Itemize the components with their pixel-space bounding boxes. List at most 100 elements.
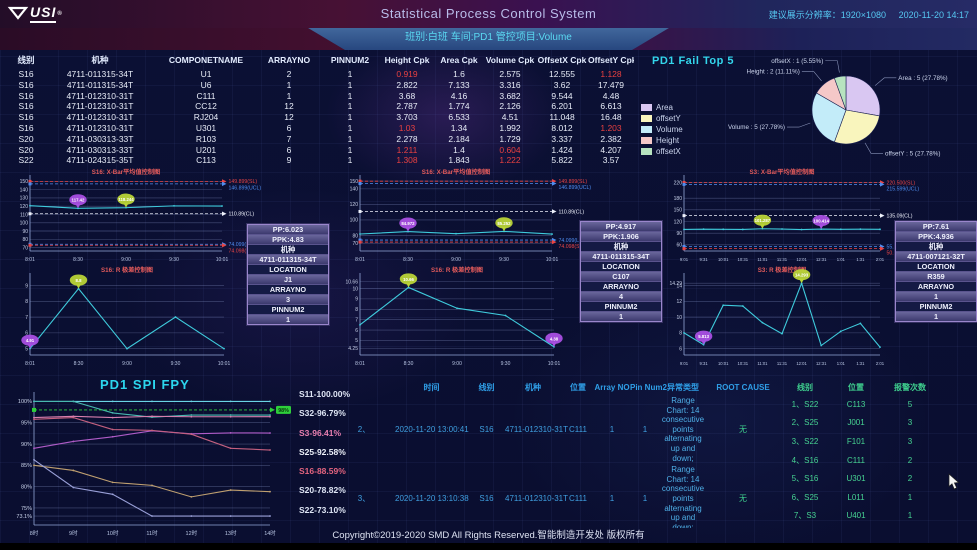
legend-swatch (641, 148, 652, 155)
panel-row: 3 (248, 295, 328, 305)
svg-text:11:31: 11:31 (777, 361, 788, 366)
svg-text:8:01: 8:01 (355, 361, 365, 367)
table-row: 3、S22 F101 3 (780, 432, 938, 451)
cell: 6.533 (448, 112, 470, 123)
cell: U6 (200, 79, 212, 90)
svg-text:11:31: 11:31 (777, 257, 788, 262)
svg-text:5: 5 (25, 346, 28, 352)
column-header: ROOT CAUSE (716, 383, 770, 392)
alarm-table-panel: 时间 线别 机种 位置 Array NO Pin Num2 异常类型 ROOT CAUSE 2、… (334, 380, 780, 528)
cell: 1 (347, 122, 353, 133)
panel-row: ARRAYNO (581, 282, 661, 292)
svg-text:74.099(LCL): 74.099(LCL) (559, 238, 588, 244)
legend-swatch (641, 115, 652, 122)
cell: U301 (846, 474, 866, 484)
table-row: 3、 2020-11-20 13:10:38 S16 4711-012310-31T C… (334, 464, 780, 528)
registered-mark: ® (57, 10, 62, 17)
svg-text:85%: 85% (21, 463, 32, 469)
panel-row: 机种 (248, 245, 328, 255)
svg-text:9:01: 9:01 (680, 361, 689, 366)
cell: 1 (347, 69, 353, 79)
usi-logo: USI ® (7, 4, 62, 23)
svg-text:74.098(SL): 74.098(SL) (559, 244, 585, 250)
column-header: 位置 (570, 383, 586, 392)
table-row: 4、S16 C111 2 (780, 451, 938, 470)
cell: 4711-011315-34T (66, 69, 134, 79)
cell: S16 (479, 425, 494, 435)
datetime: 2020-11-20 14:17 (898, 10, 969, 20)
svg-text:220: 220 (674, 180, 683, 186)
process-info-panel-1: PP:6.023 PPK:4.83 机种 4711-011315-34T LOCATIO… (247, 224, 329, 325)
cpk-table-panel: 线别 机种 COMPONETNAME ARRAYNO PINNUM2 Height Cpk… (6, 52, 634, 164)
cell: 3 (907, 418, 913, 428)
svg-text:11:01: 11:01 (757, 257, 768, 262)
svg-text:90: 90 (22, 229, 28, 235)
cell: 2.575 (499, 69, 521, 79)
range-chart-s16-1: S16: R 极差控制图 9 8 7 6 5 8:01 8:30 9:00 9:30 10:01 4.… (21, 266, 230, 367)
svg-text:1:31: 1:31 (856, 361, 865, 366)
svg-text:S16: R 极差控制图: S16: R 极差控制图 (431, 266, 483, 274)
svg-text:S3: X-Bar平均值控制图: S3: X-Bar平均值控制图 (750, 168, 815, 176)
panel-row: ARRAYNO (248, 285, 328, 295)
xbar-chart-s16-2: S16: X-Bar平均值控制图 150 140 120 100 80 70 149.899(… (350, 168, 592, 263)
cell: RJ204 (193, 112, 219, 123)
panel-row: LOCATION (248, 265, 328, 275)
svg-text:2:01: 2:01 (876, 257, 885, 262)
svg-text:12: 12 (676, 299, 682, 305)
svg-text:8:30: 8:30 (403, 257, 413, 263)
cell: 1 (642, 494, 648, 504)
fpy-series-label: S20-78.82% (299, 485, 346, 496)
svg-text:5.813: 5.813 (698, 334, 709, 339)
cell: 4711-012310-31T (66, 101, 134, 112)
svg-text:80: 80 (352, 233, 358, 239)
column-header: PINNUM2 (330, 55, 370, 65)
svg-text:10时: 10时 (107, 529, 119, 537)
cpk-table: 线别 机种 COMPONETNAME ARRAYNO PINNUM2 Height Cpk… (6, 52, 634, 164)
cpk-header-row: 线别 机种 COMPONETNAME ARRAYNO PINNUM2 Height Cpk… (6, 52, 634, 69)
panel-row: PPK:4.83 (248, 235, 328, 245)
svg-text:S16: X-Bar平均值控制图: S16: X-Bar平均值控制图 (422, 168, 490, 176)
legend-swatch (641, 104, 652, 111)
column-header: COMPONETNAME (168, 55, 244, 65)
cell: 9 (286, 155, 292, 164)
legend-swatch (641, 137, 652, 144)
cell: 4711-024315-35T (66, 155, 134, 164)
legend-item: Volume (641, 124, 683, 135)
cell: S16 (18, 122, 34, 133)
cell: J001 (847, 418, 865, 428)
svg-text:12时: 12时 (186, 529, 198, 537)
cell: 1.843 (448, 155, 470, 164)
svg-text:100.414: 100.414 (813, 218, 829, 223)
copyright-footer: Copyright©2019-2020 SMD All Rights Reser… (332, 530, 645, 541)
cell: 16.48 (600, 112, 622, 123)
legend-label: offsetY (656, 114, 681, 123)
cell: 2 (286, 69, 292, 79)
svg-text:9:00: 9:00 (122, 361, 132, 367)
fpy-line-chart: 100% 95% 90% 85% 80% 75% 73.1% 8时 9时 10时 11时 12时 13时… (16, 392, 291, 537)
alarm-table: 时间 线别 机种 位置 Array NO Pin Num2 异常类型 ROOT CAUSE 2、… (334, 380, 780, 528)
cell: 1 (609, 494, 615, 504)
column-header: Height Cpk (384, 55, 430, 65)
svg-text:90%: 90% (21, 442, 32, 448)
svg-text:150: 150 (674, 208, 683, 214)
svg-text:9时: 9时 (69, 529, 78, 537)
svg-text:12:31: 12:31 (816, 361, 827, 366)
table-row: S16 4711-012310-31T RJ204 12 1 3.703 6.533 4.51… (6, 112, 634, 123)
table-row: 2、 2020-11-20 13:00:41 S16 4711-012310-31T C… (334, 395, 780, 464)
svg-text:180: 180 (674, 196, 683, 202)
svg-text:130: 130 (20, 196, 29, 202)
cell: Range Chart: 14 consecutive points alter… (661, 396, 705, 463)
cell: 1.34 (450, 122, 468, 133)
cell: 1 (347, 90, 353, 101)
cell: 3 (907, 436, 913, 446)
svg-text:1:31: 1:31 (856, 257, 865, 262)
alarm-header-row: 时间 线别 机种 位置 Array NO Pin Num2 异常类型 ROOT CAUSE (334, 380, 780, 395)
panel-row: PINNUM2 (581, 302, 661, 312)
cell: 8.012 (551, 122, 573, 133)
cell: 2 (907, 455, 913, 465)
svg-text:14.293: 14.293 (795, 273, 809, 278)
cell: U201 (195, 144, 217, 155)
panel-row: PP:4.917 (581, 222, 661, 232)
table-row: 2、S25 J001 3 (780, 414, 938, 433)
cell: S16 (18, 69, 34, 79)
